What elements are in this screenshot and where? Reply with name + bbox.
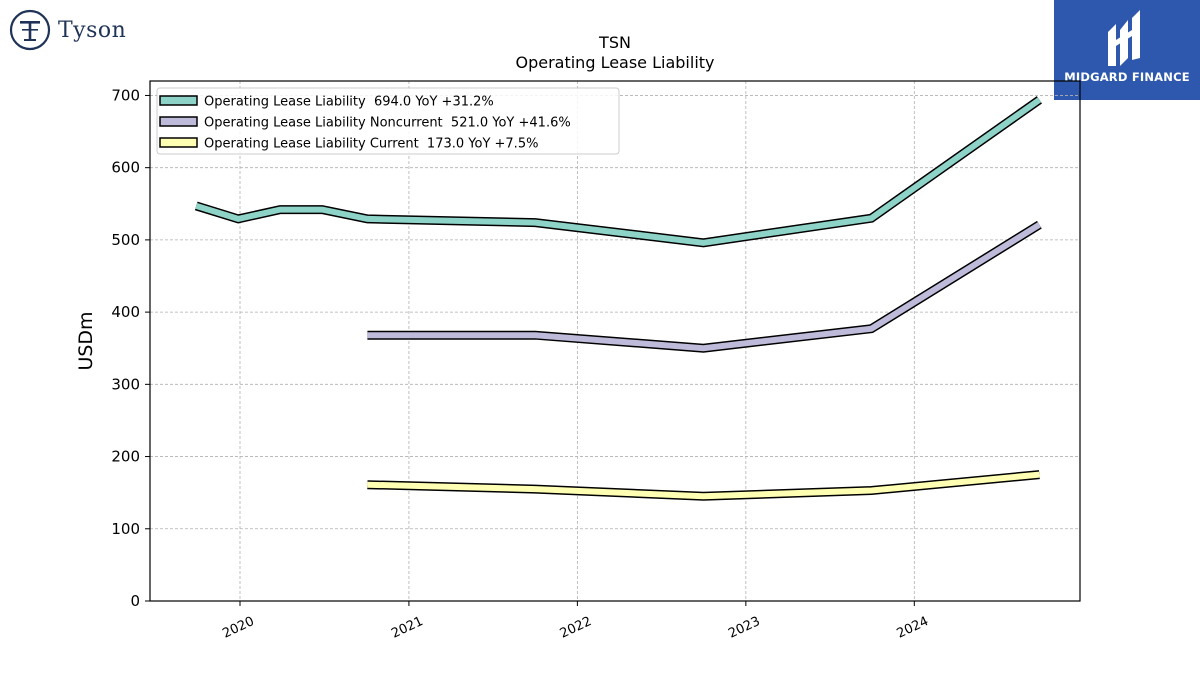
x-tick-label: 2024 bbox=[895, 614, 931, 642]
legend-box bbox=[156, 87, 620, 155]
legend-swatch bbox=[159, 137, 198, 148]
y-tick-label: 100 bbox=[111, 520, 140, 538]
y-tick-label: 600 bbox=[111, 159, 140, 177]
legend-entry: Operating Lease Liability Noncurrent 521… bbox=[204, 116, 571, 131]
legend: Operating Lease Liability 694.0 YoY +31.… bbox=[156, 87, 620, 155]
y-axis-label: USDm bbox=[75, 311, 97, 370]
y-axis: 0 100 200 300 400 500 600 700 bbox=[111, 86, 150, 610]
y-tick-label: 300 bbox=[111, 375, 140, 393]
x-tick-label: 2023 bbox=[726, 614, 762, 642]
y-tick-label: 200 bbox=[111, 448, 140, 466]
midgard-emblem-icon bbox=[1108, 10, 1140, 66]
x-tick-label: 2020 bbox=[220, 614, 256, 642]
x-tick-label: 2021 bbox=[389, 614, 425, 642]
midgard-finance-logo: MIDGARD FINANCE bbox=[1054, 0, 1200, 100]
legend-entry: Operating Lease Liability 694.0 YoY +31.… bbox=[204, 95, 494, 110]
y-tick-label: 500 bbox=[111, 231, 140, 249]
tyson-logo-text: Tyson bbox=[58, 17, 127, 43]
chart-title: TSN bbox=[598, 33, 631, 52]
legend-swatch bbox=[159, 95, 198, 106]
x-tick-label: 2022 bbox=[558, 614, 594, 642]
tyson-logo: Tyson bbox=[8, 8, 148, 52]
tyson-emblem-icon bbox=[9, 9, 51, 51]
x-axis: 2020 2021 2022 2023 2024 bbox=[220, 601, 931, 642]
legend-entry: Operating Lease Liability Current 173.0 … bbox=[204, 137, 538, 152]
midgard-logo-text: MIDGARD FINANCE bbox=[1064, 70, 1190, 84]
chart-subtitle: Operating Lease Liability bbox=[515, 53, 714, 72]
y-tick-label: 700 bbox=[111, 86, 140, 104]
plot-frame bbox=[149, 80, 1081, 602]
y-tick-label: 400 bbox=[111, 303, 140, 321]
series-layer bbox=[194, 96, 1042, 501]
y-tick-label: 0 bbox=[130, 592, 140, 610]
legend-swatch bbox=[159, 116, 198, 127]
series-line bbox=[367, 471, 1040, 500]
series-line bbox=[195, 97, 1042, 246]
series-line bbox=[367, 222, 1041, 352]
